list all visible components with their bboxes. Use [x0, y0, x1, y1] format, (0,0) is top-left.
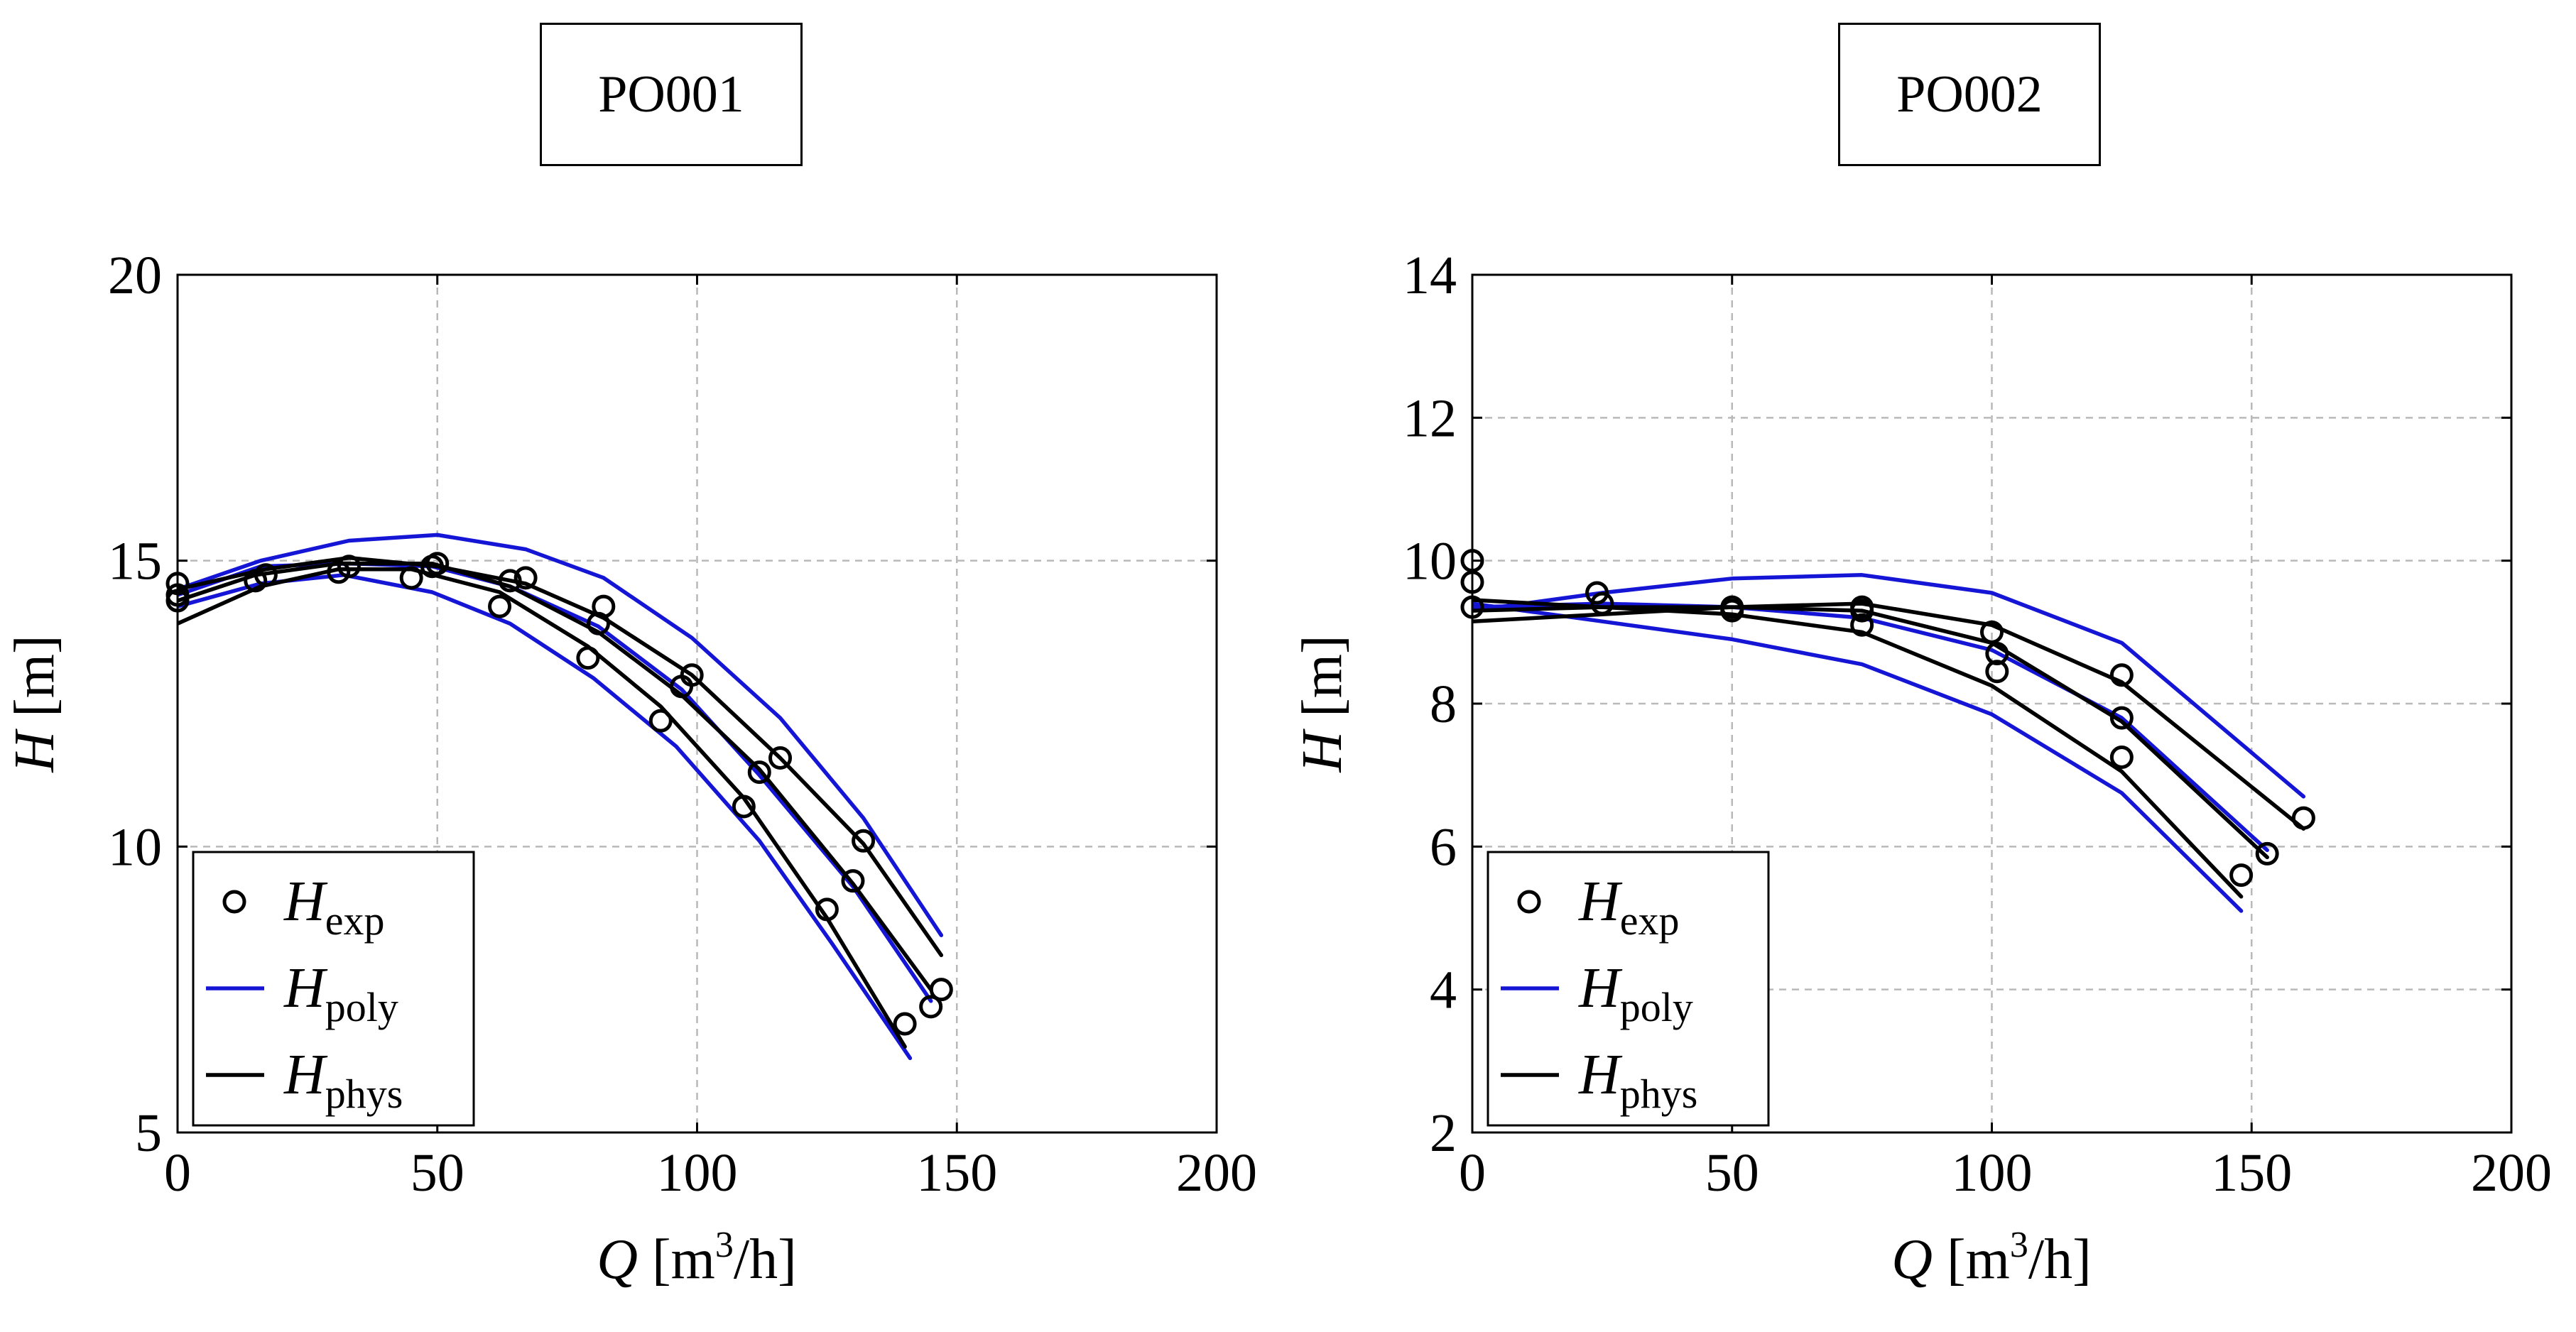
data-point-exp: [893, 1012, 917, 1036]
y-tick-label: 5: [135, 1103, 162, 1163]
legend-label-exp: Hexp: [1578, 870, 1680, 944]
legend-label-phys: Hphys: [283, 1044, 403, 1117]
data-point-exp: [337, 555, 361, 579]
data-point-exp: [2109, 706, 2134, 730]
data-point-exp: [488, 594, 512, 618]
x-tick-label: 100: [1952, 1143, 2033, 1203]
legend: Hexp Hpoly Hphys: [1487, 851, 1770, 1127]
x-tick-label: 50: [1705, 1143, 1759, 1203]
x-tick-label: 200: [1176, 1143, 1257, 1203]
x-tick-label: 100: [657, 1143, 738, 1203]
y-tick-label: 8: [1430, 675, 1457, 734]
data-point-exp: [2109, 663, 2134, 687]
data-point-exp: [1585, 581, 1609, 605]
legend-label-phys: Hphys: [1578, 1044, 1697, 1117]
legend-label-poly: Hpoly: [283, 957, 398, 1030]
data-point-exp: [768, 746, 793, 770]
data-point-exp: [1985, 660, 2009, 684]
panel-title-po001: PO001: [540, 23, 803, 166]
data-point-exp: [2229, 863, 2254, 888]
data-point-exp: [399, 566, 423, 590]
series-line-phys-4: [178, 567, 907, 1049]
x-tick-label: 200: [2471, 1143, 2552, 1203]
x-tick-label: 150: [916, 1143, 997, 1203]
data-point-exp: [680, 663, 704, 687]
data-point-exp: [1720, 595, 1744, 619]
data-point-exp: [815, 897, 839, 922]
x-tick-label: 0: [164, 1143, 191, 1203]
data-point-exp: [425, 552, 450, 576]
series-line-phys-6: [178, 555, 944, 958]
data-point-exp: [841, 869, 865, 893]
chart-panel-1: 0 50 100 150 200 5 10 15 20 H [m] Q [m3/h] Hexp Hpol…: [4, 246, 1257, 1291]
data-point-exp: [648, 709, 673, 733]
y-tick-label: 2: [1430, 1103, 1457, 1163]
data-point-exp: [732, 795, 756, 819]
data-point-exp: [747, 760, 771, 785]
data-point-exp: [1985, 642, 2009, 666]
data-point-exp: [254, 563, 278, 587]
data-point-exp: [2109, 746, 2134, 769]
series-line-phys-5: [178, 561, 933, 992]
data-point-exp: [1850, 613, 1874, 637]
legend-marker-exp: [1517, 890, 1541, 914]
y-tick-label: 6: [1430, 817, 1457, 877]
y-axis-label: H [m]: [1291, 635, 1354, 773]
x-axis-label: Q [m3/h]: [1891, 1225, 2092, 1291]
legend-label-poly: Hpoly: [1578, 957, 1693, 1030]
series-line-poly-3: [178, 533, 944, 937]
legend-label-exp: Hexp: [283, 870, 385, 944]
data-point-exp: [929, 978, 953, 1002]
y-tick-label: 4: [1430, 961, 1457, 1020]
y-tick-label: 10: [108, 817, 162, 877]
legend: Hexp Hpoly Hphys: [192, 851, 475, 1127]
x-axis-label: Q [m3/h]: [597, 1225, 797, 1291]
y-axis-label: H [m]: [4, 635, 66, 773]
legend-box: [1487, 851, 1770, 1127]
data-point-exp: [498, 569, 522, 593]
data-point-exp: [1590, 591, 1614, 616]
y-tick-label: 20: [108, 246, 162, 305]
series-line-phys-5: [1472, 605, 2269, 860]
data-point-exp: [1850, 595, 1874, 619]
data-point-exp: [919, 995, 943, 1019]
data-point-exp: [1980, 620, 2004, 644]
data-point-exp: [576, 646, 600, 670]
y-tick-label: 14: [1403, 246, 1457, 305]
panel-title-po002: PO002: [1838, 23, 2101, 166]
data-point-exp: [592, 594, 616, 618]
y-tick-label: 15: [108, 532, 162, 591]
series-line-poly-1: [1472, 601, 2244, 913]
y-tick-label: 10: [1403, 532, 1457, 591]
data-point-exp: [2291, 806, 2315, 830]
legend-marker-exp: [222, 890, 246, 914]
x-tick-label: 50: [411, 1143, 464, 1203]
data-point-exp: [2255, 841, 2279, 866]
series-line-poly-1: [178, 573, 913, 1061]
x-tick-label: 0: [1459, 1143, 1486, 1203]
data-point-exp: [513, 566, 538, 590]
data-point-exp: [852, 829, 876, 853]
y-tick-label: 12: [1403, 388, 1457, 448]
x-tick-label: 150: [2211, 1143, 2292, 1203]
